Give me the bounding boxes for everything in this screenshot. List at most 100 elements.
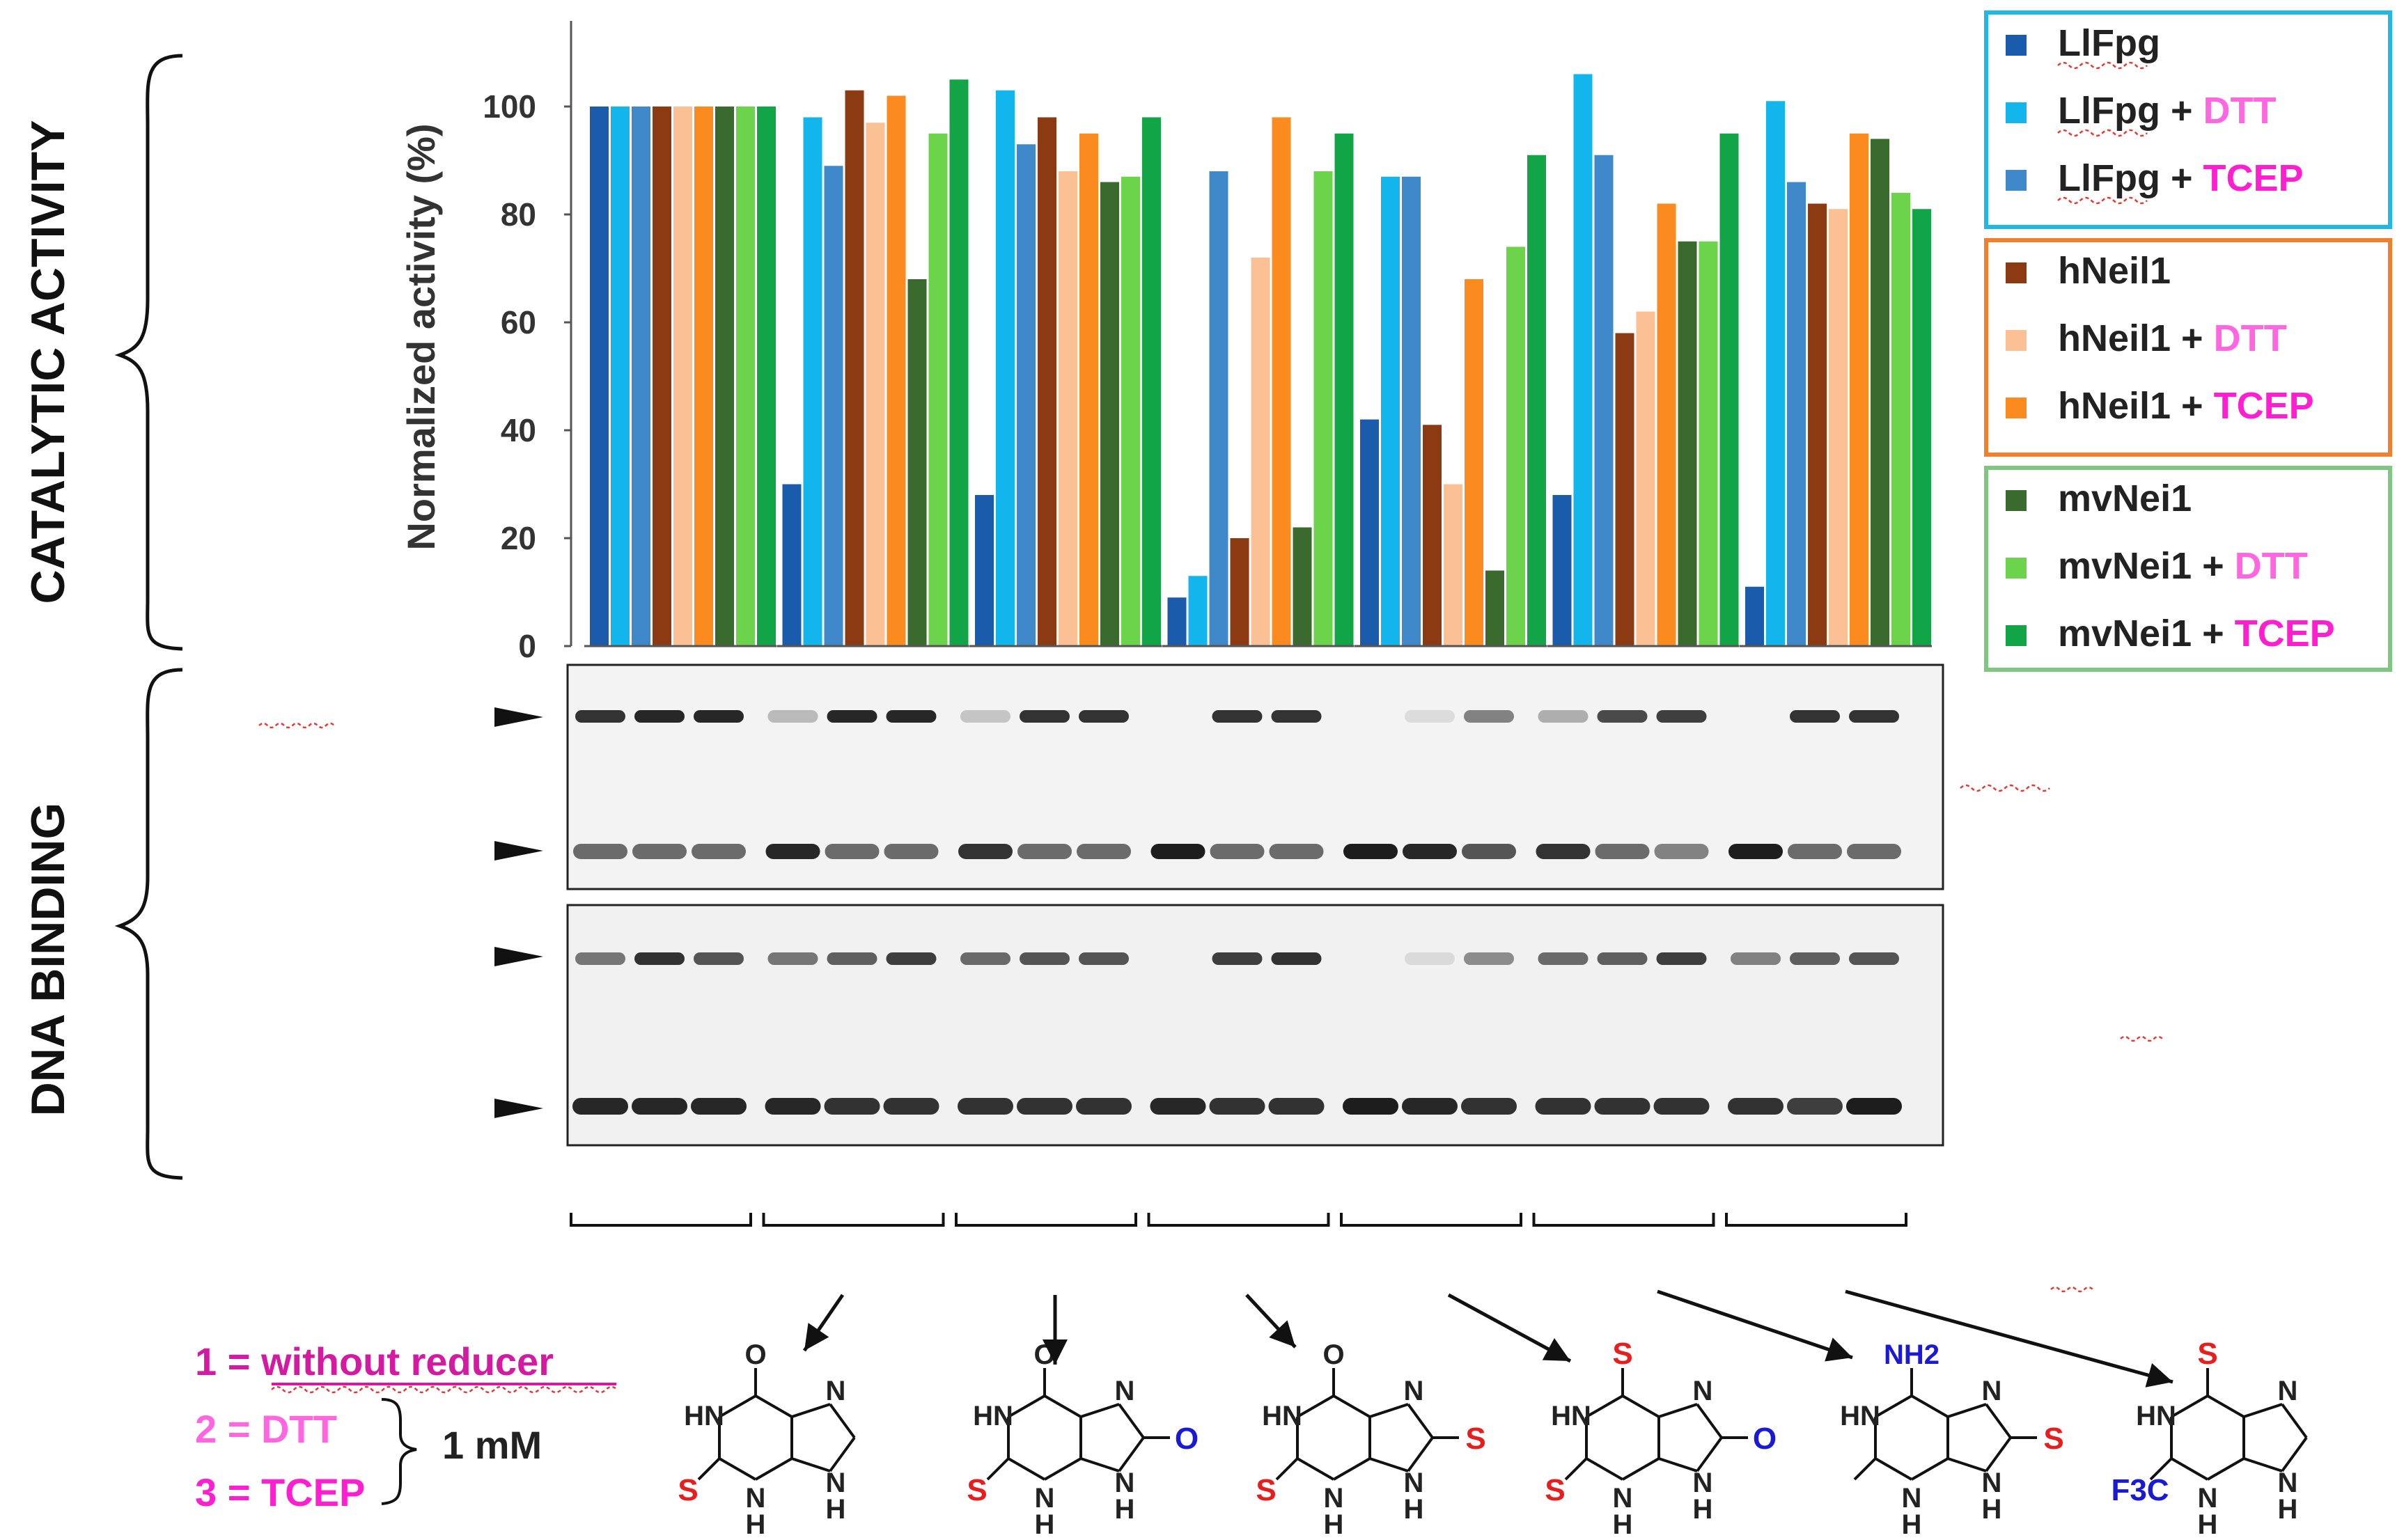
exo-atom: O <box>1322 1339 1344 1370</box>
gel-band <box>1462 844 1516 859</box>
pointer-arrow <box>1657 1289 1853 1360</box>
bond <box>1875 1457 1912 1481</box>
gel-band <box>1268 1098 1325 1115</box>
pointer-arrow <box>1845 1289 2173 1384</box>
bond <box>1333 1457 1371 1481</box>
atom-label: N <box>1982 1376 2002 1406</box>
bar-hneil1-tcep-tx13 <box>1850 133 1868 646</box>
gel-band <box>1790 710 1840 723</box>
bond <box>1947 1403 1987 1418</box>
bond <box>1118 1436 1145 1472</box>
gel-band <box>694 710 744 723</box>
atom-label: HN <box>1551 1401 1591 1431</box>
atom-label: H <box>746 1509 766 1540</box>
band-arrow-icon <box>494 841 543 861</box>
bond <box>791 1403 831 1418</box>
spellcheck-underline <box>1960 784 2050 792</box>
bond <box>1407 1436 1434 1472</box>
atom-label: HN <box>1262 1401 1302 1431</box>
group-bracket <box>955 1213 1137 1227</box>
gel-band <box>1728 1098 1784 1115</box>
gel-band <box>1212 952 1263 965</box>
atom-label: HN <box>684 1401 724 1431</box>
bar-hneil1-2tx <box>845 90 864 646</box>
gel-band <box>765 1098 821 1115</box>
bar-llfpg-dtt-tx16 <box>1381 176 1400 646</box>
atom-label: N <box>1115 1468 1135 1498</box>
gel-band <box>1020 710 1070 723</box>
atom-label: H <box>1982 1494 2002 1525</box>
catalytic-brace <box>114 54 183 651</box>
bond <box>1911 1457 1949 1481</box>
bar-hneil1-tcep-no <box>694 107 713 646</box>
bar-hneil1-tcep-tx16 <box>1465 279 1483 646</box>
bar-hneil1-dtt-tx13 <box>1829 209 1848 646</box>
bar-llfpg-tcep-tx14 <box>1017 144 1036 646</box>
atom-label: N <box>1404 1376 1424 1406</box>
gel-band <box>1343 1098 1398 1115</box>
group-bracket <box>1340 1213 1522 1227</box>
gel-band <box>632 844 687 859</box>
bar-hneil1-dtt-tx27 <box>1636 311 1655 646</box>
atom-label: N <box>2278 1468 2298 1498</box>
gel-band <box>960 710 1010 723</box>
bar-chart: 0 20 40 60 80 100 Normalized activity (%) <box>399 21 1932 664</box>
bond <box>1044 1394 1082 1418</box>
bond <box>1853 1457 1877 1481</box>
gel-band <box>827 952 877 965</box>
atom-label: HN <box>2136 1401 2176 1431</box>
gel-band <box>1017 1098 1072 1115</box>
atom-label: N <box>2198 1483 2218 1514</box>
bond <box>1369 1403 1409 1418</box>
bond <box>1275 1457 1299 1481</box>
gel-band <box>958 844 1013 859</box>
group-bracket <box>762 1213 945 1227</box>
exo-atom: NH2 <box>1884 1339 1939 1370</box>
atom-label: H <box>1613 1509 1633 1540</box>
bar-mvnei1-dtt-tx16 <box>1506 246 1525 646</box>
bar-llfpg-tcep-tx19 <box>1209 171 1228 646</box>
y-tick-label: 0 <box>518 628 536 664</box>
gel-band <box>1210 844 1265 859</box>
bar-mvnei1-tcep-tx16 <box>1527 155 1546 646</box>
group-bracket <box>1147 1213 1330 1227</box>
gel-band <box>1405 710 1455 723</box>
bond <box>1044 1457 1082 1481</box>
bar-mvnei1-no <box>715 107 734 646</box>
bar-mvnei1-2tx <box>907 279 927 646</box>
legend-swatch <box>2006 490 2027 511</box>
bond <box>719 1457 756 1481</box>
gel-band <box>1271 952 1322 965</box>
bar-hneil1-tcep-2tx <box>887 95 906 646</box>
legend-swatch <box>2006 170 2027 191</box>
gel-band <box>1150 844 1205 859</box>
atom-label: N <box>1982 1468 2002 1498</box>
legend-entry: hNeil1 <box>2058 250 2171 292</box>
gel-band <box>1402 1098 1458 1115</box>
gel-band <box>1656 952 1707 965</box>
bond <box>2207 1457 2245 1481</box>
gel-band <box>827 710 877 723</box>
y-tick-label: 60 <box>501 304 536 340</box>
bar-hneil1-tx13 <box>1808 203 1827 646</box>
atom-label: H <box>2198 1509 2218 1540</box>
bond <box>2171 1457 2208 1481</box>
bond <box>1985 1436 2012 1472</box>
gel-band <box>694 952 744 965</box>
key-concentration: 1 mM <box>442 1423 542 1467</box>
bond <box>1080 1457 1120 1472</box>
gel-band <box>1271 710 1322 723</box>
key-item: 1 = without reducer <box>195 1339 554 1383</box>
bond <box>1696 1436 1723 1472</box>
bond <box>755 1457 793 1481</box>
gel-band <box>1788 844 1842 859</box>
bar-hneil1-tx16 <box>1423 425 1442 646</box>
bar-llfpg-tx14 <box>975 495 994 646</box>
exo-atom: S <box>1256 1473 1276 1507</box>
spellcheck-underline <box>271 1385 618 1394</box>
bar-hneil1-tcep-tx14 <box>1079 133 1098 646</box>
arrow-head-icon <box>1542 1338 1570 1361</box>
atom-label: N <box>1693 1376 1713 1406</box>
atom-label: N <box>1115 1376 1135 1406</box>
